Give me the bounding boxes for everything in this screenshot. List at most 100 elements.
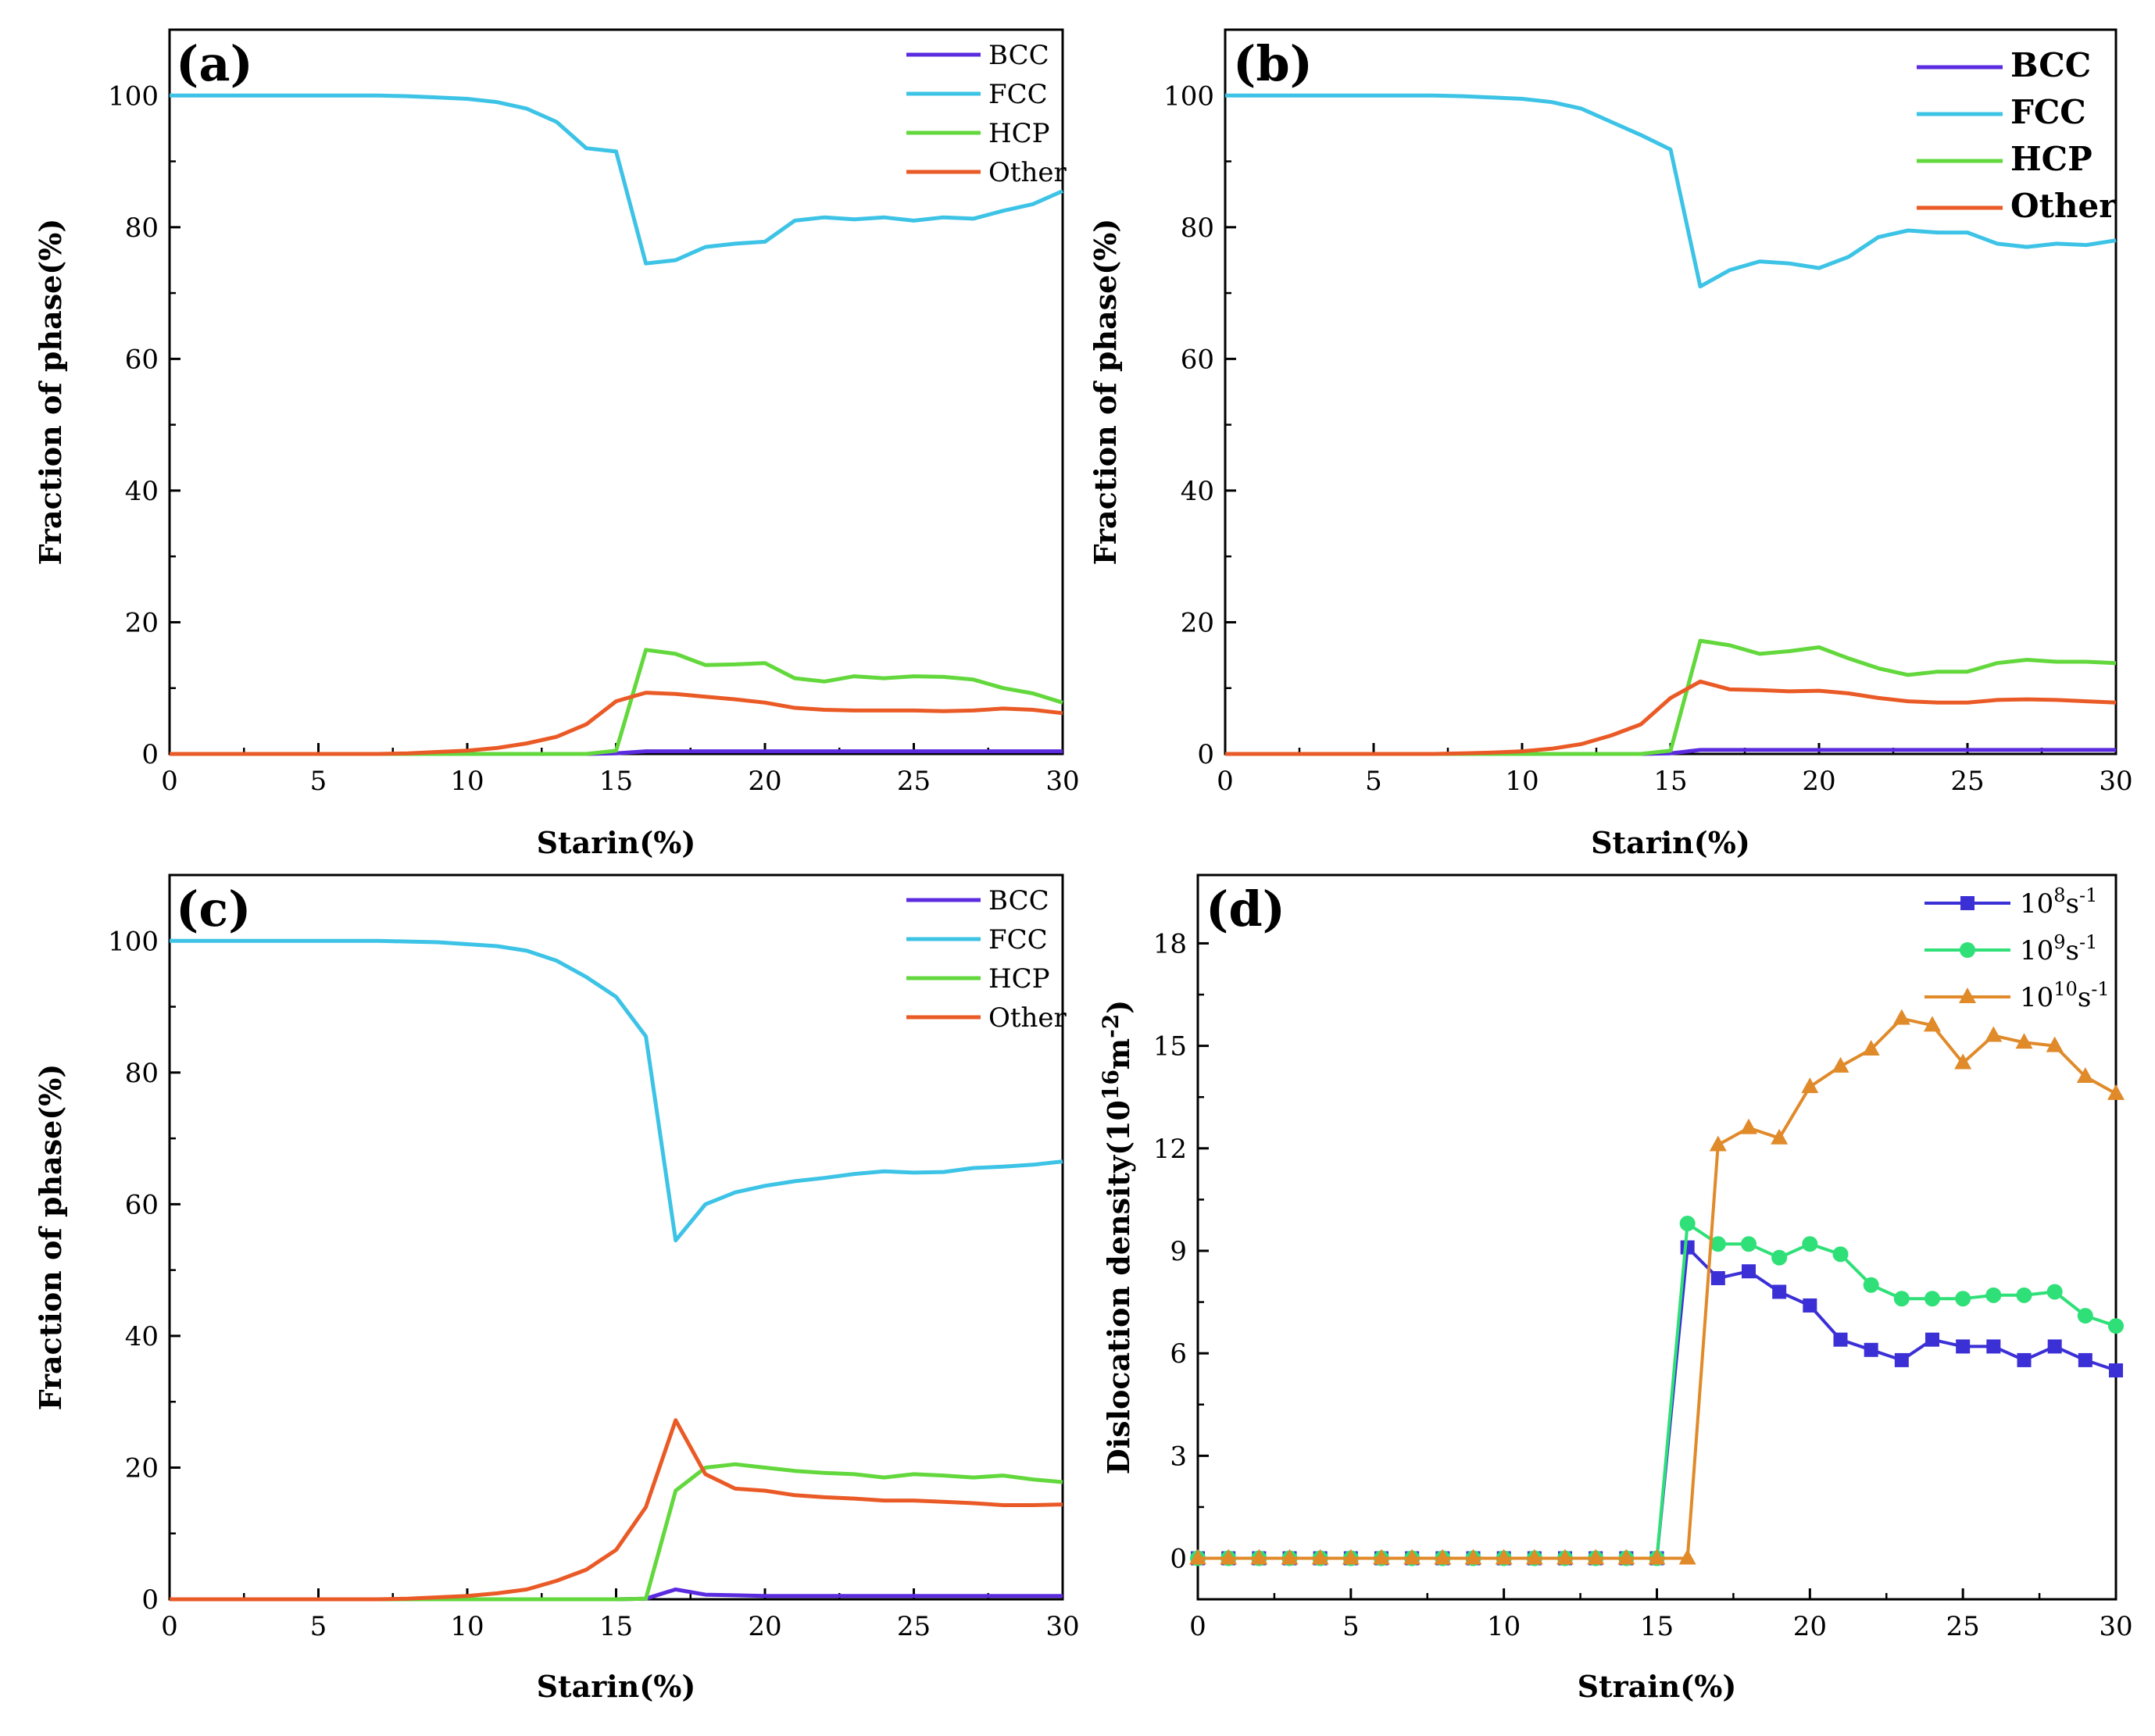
x-tick-label: 5 (310, 1611, 327, 1642)
legend-label-part: s (2078, 982, 2091, 1013)
data-point-109 (1679, 1216, 1696, 1232)
data-point-109 (1893, 1291, 1910, 1307)
data-point-1010 (1525, 1548, 1543, 1565)
y-tick-label: 18 (1153, 928, 1187, 959)
y-tick-label: 0 (1197, 739, 1214, 770)
panel-d: 0 5 10 15 20 25 30 0 3 6 9 12 15 18 (d) Strain(%) Dis… (1098, 873, 2133, 1704)
data-point-109 (1924, 1291, 1940, 1307)
y-title-main: Dislocation density(10 (1101, 1100, 1136, 1474)
data-point-108 (2109, 1363, 2123, 1378)
data-point-109 (1985, 1287, 2002, 1303)
data-point-109 (1955, 1291, 1971, 1307)
legend-label-part: s (2066, 888, 2079, 920)
x-tick-label: 5 (310, 766, 327, 797)
data-point-108 (1833, 1332, 1848, 1347)
y-tick-label: 60 (125, 1189, 159, 1220)
data-point-1010 (1311, 1548, 1329, 1565)
x-tick-label: 20 (1802, 766, 1835, 797)
data-point-109 (1741, 1236, 1757, 1252)
data-point-108 (1864, 1342, 1878, 1357)
axes-ticks: 0 5 10 15 20 25 30 0 20 40 60 80 100 (108, 80, 1080, 797)
data-point-1010 (1373, 1548, 1390, 1565)
x-tick-label: 0 (1189, 1611, 1206, 1642)
axes-ticks: 0 5 10 15 20 25 30 0 20 40 60 80 100 (1163, 80, 2133, 797)
legend-label-FCC: FCC (2010, 93, 2086, 131)
x-tick-label: 0 (1217, 766, 1234, 797)
data-point-1010 (1556, 1548, 1574, 1565)
legend-marker-109 (1960, 942, 1975, 958)
panel-label: (b) (1233, 35, 1313, 92)
series-line-FCC (170, 938, 1063, 1243)
data-point-109 (1771, 1249, 1788, 1266)
data-point-1010 (1464, 1548, 1482, 1565)
legend-label-part: 10 (2020, 935, 2053, 966)
plot-frame (1196, 873, 2117, 1601)
x-tick-label: 30 (1045, 1611, 1079, 1642)
x-tick-label: 30 (2099, 1611, 2132, 1642)
data-point-1010 (1678, 1548, 1696, 1565)
data-point-1010 (1892, 1009, 1910, 1025)
legend-label-Other: Other (2010, 187, 2117, 225)
x-tick-label: 0 (161, 766, 178, 797)
data-point-1010 (1495, 1548, 1513, 1565)
series-lines (1225, 93, 2117, 756)
y-tick-label: 0 (141, 1584, 159, 1616)
plot-frame (168, 873, 1064, 1601)
y-tick-label: 12 (1153, 1134, 1187, 1165)
y-title-close: ) (1101, 1000, 1136, 1014)
y-tick-label: 100 (108, 80, 159, 112)
y-tick-label: 15 (1153, 1031, 1187, 1063)
y-tick-label: 80 (125, 213, 159, 244)
legend: BCC FCC HCP Other (906, 885, 1067, 1034)
plot-frame (1224, 28, 2117, 755)
y-tick-label: 40 (1181, 476, 1214, 507)
data-point-1010 (1587, 1548, 1605, 1565)
data-point-1010 (1342, 1548, 1360, 1565)
data-point-1010 (2076, 1066, 2094, 1083)
y-axis-title: Fraction of phase(%) (33, 219, 68, 566)
y-title-unit-exp: -2 (1098, 1014, 1124, 1038)
x-tick-label: 10 (450, 1611, 484, 1642)
data-point-1010 (1617, 1548, 1635, 1565)
y-tick-label: 20 (1181, 607, 1214, 638)
series-line-Other (170, 691, 1063, 756)
plot-frame (168, 28, 1064, 755)
x-tick-label: 25 (1946, 1611, 1980, 1642)
legend-label-BCC: BCC (988, 885, 1049, 916)
data-point-108 (1772, 1284, 1787, 1299)
y-tick-label: 100 (108, 926, 159, 957)
series-line-Other (170, 1418, 1063, 1602)
series-line-FCC (170, 93, 1064, 266)
legend-label-Other: Other (988, 157, 1067, 188)
x-axis-title: Starin(%) (1591, 825, 1750, 860)
data-point-109 (2016, 1287, 2032, 1303)
x-tick-label: 25 (897, 766, 931, 797)
axes-ticks: 0 5 10 15 20 25 30 0 3 6 9 12 15 18 (1153, 928, 2133, 1642)
x-axis-title: Strain(%) (1578, 1669, 1737, 1704)
y-tick-label: 20 (125, 1452, 159, 1484)
data-point-109 (1802, 1236, 1818, 1252)
y-title-exp: 16 (1098, 1070, 1124, 1100)
panel-a: 0 5 10 15 20 25 30 0 20 40 60 80 100 (a) Starin(%) F… (33, 28, 1080, 860)
legend-label-HCP: HCP (988, 963, 1050, 995)
x-tick-label: 10 (1505, 766, 1539, 797)
legend-marker-108 (1960, 896, 1975, 910)
data-point-1010 (1709, 1135, 1727, 1152)
series-line-108 (1198, 1245, 2117, 1560)
data-point-1010 (2015, 1033, 2033, 1049)
legend-label-HCP: HCP (2010, 140, 2092, 178)
y-tick-label: 80 (1181, 213, 1214, 244)
legend-label-FCC: FCC (988, 924, 1048, 956)
panel-b: 0 5 10 15 20 25 30 0 20 40 60 80 100 (b) Starin(%) F… (1088, 28, 2133, 860)
data-point-1010 (1924, 1016, 1941, 1032)
x-tick-label: 25 (897, 1611, 931, 1642)
legend-label-part: 10 (2020, 982, 2053, 1013)
x-tick-label: 15 (1640, 1611, 1674, 1642)
legend-label-FCC: FCC (988, 79, 1048, 110)
legend-label-part: -1 (2079, 931, 2097, 953)
legend: BCC FCC HCP Other (1917, 46, 2117, 225)
data-point-1010 (1403, 1548, 1421, 1565)
y-tick-label: 0 (141, 739, 159, 770)
